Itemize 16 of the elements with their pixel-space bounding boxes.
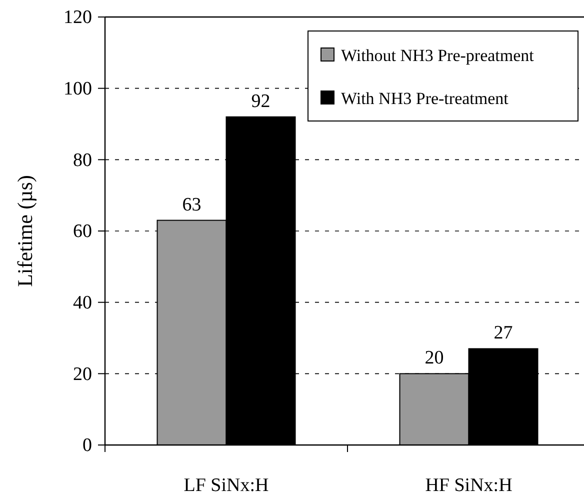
data-label: 63 bbox=[182, 194, 202, 216]
y-axis-title: Lifetime (µs) bbox=[13, 175, 37, 287]
x-tick-label: LF SiNx:H bbox=[184, 475, 270, 495]
x-tick-label: HF SiNx:H bbox=[425, 475, 513, 495]
legend-label: With NH3 Pre-treatment bbox=[341, 89, 509, 108]
y-tick-label: 0 bbox=[82, 435, 92, 456]
y-tick-label: 60 bbox=[73, 221, 92, 242]
data-label: 92 bbox=[251, 90, 270, 112]
y-tick-label: 100 bbox=[64, 78, 92, 100]
legend-label: Without NH3 Pre-preatment bbox=[341, 46, 534, 65]
y-tick-label: 40 bbox=[73, 292, 92, 314]
data-label: 27 bbox=[494, 322, 513, 344]
data-label: 20 bbox=[424, 348, 444, 369]
y-tick-label: 20 bbox=[73, 364, 92, 385]
y-tick-label: 120 bbox=[64, 7, 92, 28]
y-tick-label: 80 bbox=[73, 150, 92, 171]
